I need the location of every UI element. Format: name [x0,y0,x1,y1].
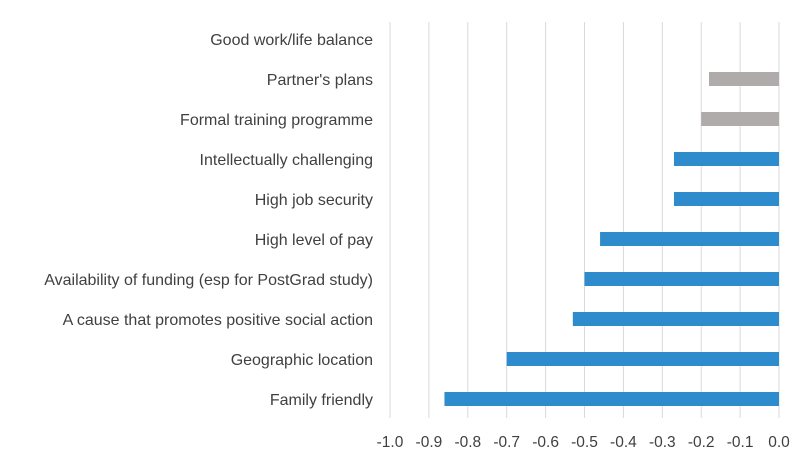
category-label: Good work/life balance [210,32,373,49]
x-tick-label: -0.1 [727,434,754,451]
x-axis-tick-labels: -1.0 -0.9 -0.8 -0.7 -0.6 -0.5 -0.4 -0.3 -0.2 -0.1… [377,434,791,451]
bar [673,192,779,206]
x-tick-label: -0.3 [649,434,676,451]
bar [584,272,779,286]
x-tick-label: -0.7 [493,434,520,451]
x-tick-label: -0.2 [688,434,715,451]
category-label: High level of pay [255,232,373,249]
category-label: Availability of funding (esp for PostGra… [44,272,373,289]
category-label: Formal training programme [180,112,373,129]
category-label: Geographic location [231,352,373,369]
bar [506,352,779,366]
x-tick-label: -0.4 [610,434,637,451]
bars [444,72,779,406]
bar [444,392,779,406]
bar [600,232,779,246]
bar [673,152,779,166]
bar [708,72,779,86]
category-label: A cause that promotes positive social ac… [63,312,373,329]
category-label: Partner's plans [267,72,373,89]
x-tick-label: -0.9 [416,434,443,451]
x-tick-label: -0.6 [532,434,559,451]
category-label: Family friendly [270,392,373,409]
category-labels: Good work/life balance Partner's plans For… [44,32,373,409]
bar [701,112,779,126]
category-label: High job security [255,192,373,209]
x-tick-label: -0.5 [571,434,598,451]
x-tick-label: -0.8 [454,434,481,451]
bar [572,312,779,326]
category-label: Intellectually challenging [200,152,373,169]
x-tick-label: 0.0 [768,434,790,451]
x-tick-label: -1.0 [377,434,404,451]
